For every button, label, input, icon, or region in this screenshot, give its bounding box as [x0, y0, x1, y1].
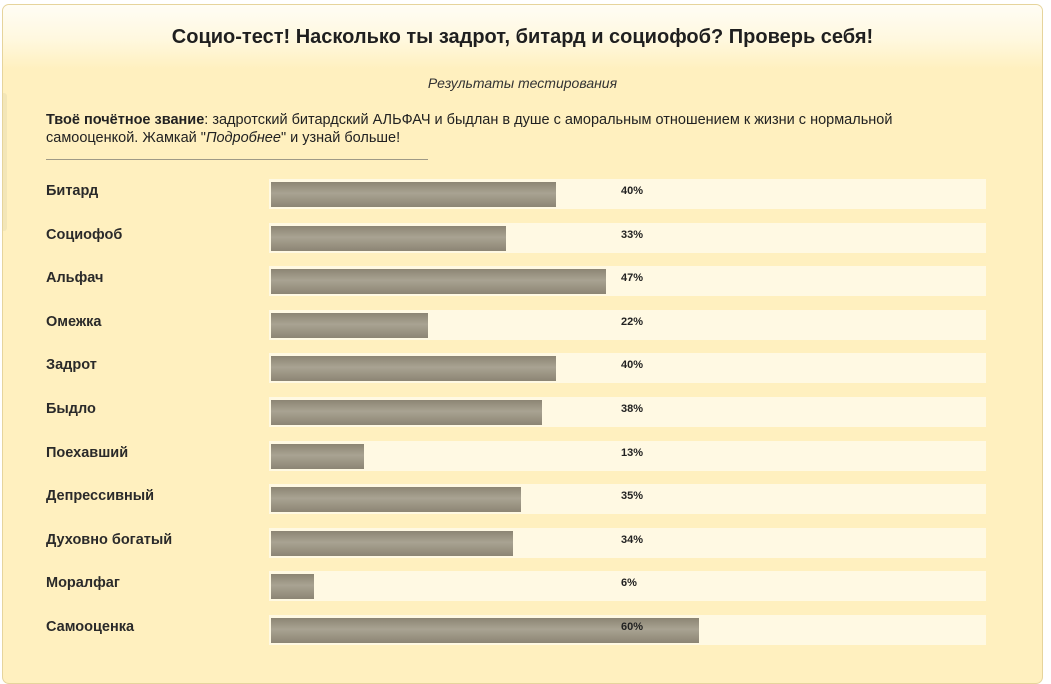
result-percent: 35% — [621, 490, 644, 503]
result-bar-track: 6% — [269, 571, 986, 602]
result-bar — [271, 312, 428, 338]
result-label: Моралфаг — [46, 575, 120, 592]
result-bar — [271, 356, 557, 382]
result-row: Самооценка 60% — [3, 615, 1042, 645]
result-bar-track: 34% — [269, 527, 986, 558]
result-label: Духовно богатый — [46, 531, 173, 548]
result-bar-track: 13% — [269, 440, 986, 471]
result-bar-track: 38% — [269, 397, 986, 427]
result-bar — [271, 269, 607, 295]
result-row: Альфач 47% — [3, 266, 1042, 297]
rank-label: Твоё почётное звание — [46, 112, 205, 128]
result-bar — [271, 400, 542, 425]
result-label: Социофоб — [46, 226, 123, 243]
result-bar-track: 40% — [269, 353, 986, 384]
result-bar-track: 60% — [269, 615, 986, 645]
result-label: Поехавший — [46, 444, 129, 461]
result-row: Депрессивный 35% — [3, 484, 1042, 515]
result-row: Поехавший 13% — [3, 440, 1042, 471]
result-percent: 38% — [621, 403, 644, 415]
result-row: Духовно богатый 34% — [3, 527, 1042, 558]
result-percent: 22% — [621, 315, 644, 328]
result-label: Задрот — [46, 357, 97, 374]
side-tab — [3, 93, 7, 231]
page-title: Социо-тест! Насколько ты задрот, битард … — [171, 26, 874, 48]
result-percent: 33% — [621, 228, 644, 241]
result-bar-track: 33% — [269, 222, 986, 253]
result-bar-track: 40% — [269, 179, 986, 209]
result-row: Битард 40% — [3, 179, 1042, 209]
result-row: Социофоб 33% — [3, 222, 1042, 253]
result-label: Быдло — [46, 401, 96, 417]
result-bar — [271, 225, 507, 251]
result-bar-track: 35% — [269, 484, 986, 515]
result-bar-track: 22% — [269, 309, 986, 340]
result-bar — [271, 618, 699, 643]
result-percent: 40% — [621, 185, 644, 197]
result-percent: 34% — [621, 533, 644, 546]
result-percent: 47% — [621, 272, 644, 285]
result-percent: 6% — [621, 577, 637, 590]
result-bar — [271, 182, 557, 207]
panel-header: Социо-тест! Насколько ты задрот, битард … — [3, 5, 1042, 69]
result-label: Самооценка — [46, 619, 135, 635]
result-label: Омежка — [46, 313, 102, 330]
result-bar — [271, 574, 314, 600]
result-label: Битард — [46, 183, 99, 199]
more-word: Подробнее — [205, 130, 281, 146]
result-row: Моралфаг 6% — [3, 571, 1042, 602]
result-percent: 60% — [621, 621, 644, 633]
divider — [46, 159, 428, 160]
result-percent: 13% — [621, 446, 644, 459]
rank-description: Твоё почётное звание: задротский битардс… — [46, 111, 966, 147]
result-bar — [271, 443, 364, 469]
result-bar — [271, 530, 514, 556]
result-bar — [271, 487, 521, 513]
result-label: Депрессивный — [46, 488, 155, 505]
result-row: Задрот 40% — [3, 353, 1042, 384]
rank-text-part2: " и узнай больше! — [280, 130, 401, 146]
results-panel: Социо-тест! Насколько ты задрот, битард … — [2, 4, 1043, 684]
result-label: Альфач — [46, 270, 104, 287]
results-subtitle: Результаты тестирования — [427, 75, 618, 91]
result-row: Омежка 22% — [3, 309, 1042, 340]
rank-text-part1: : задротский битардский АЛЬФАЧ и быдлан … — [46, 112, 893, 146]
result-row: Быдло 38% — [3, 397, 1042, 427]
result-percent: 40% — [621, 359, 644, 372]
result-bar-track: 47% — [269, 266, 986, 297]
